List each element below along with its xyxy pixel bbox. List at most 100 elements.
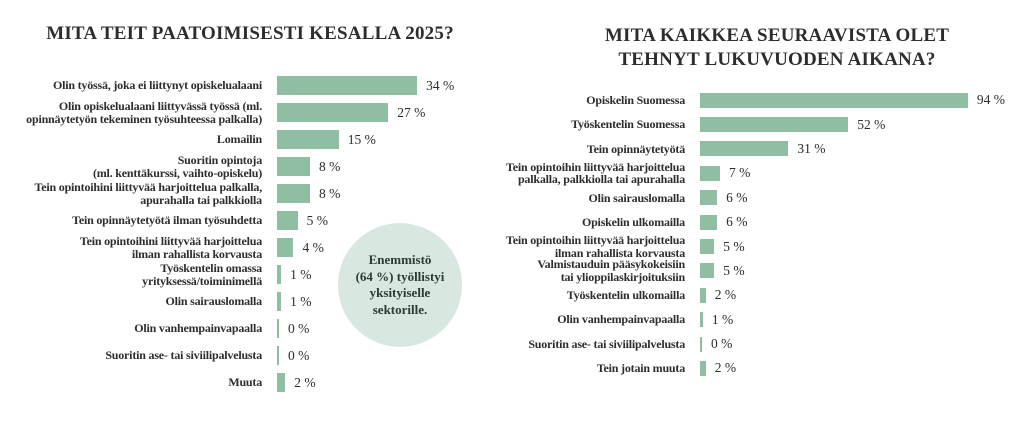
category-label-line: Olin sairauslomalla (165, 294, 262, 308)
value-label: 52 % (857, 116, 886, 132)
category-label-line: Olin vanhempainvapaalla (134, 321, 262, 335)
bar-track: 0 % (700, 336, 1024, 352)
value-label: 5 % (306, 212, 328, 228)
bar (277, 211, 298, 230)
bar-track: 5 % (700, 263, 1024, 279)
category-label-line: Olin vanhempainvapaalla (557, 312, 685, 327)
bar (277, 157, 310, 176)
category-label: Tein jotain muuta (496, 362, 700, 375)
value-label: 2 % (714, 360, 737, 376)
bar-track: 0 % (277, 319, 480, 338)
chart-row: Tein opintoihini liittyvää harjoittelua i… (0, 234, 480, 261)
value-label: 1 % (711, 311, 734, 327)
category-label: Valmistauduin pääsykokeisiin tai ylioppil… (496, 258, 700, 283)
value-label: 7 % (728, 165, 751, 181)
chart-row: Suoritin opintoja (ml. kenttäkurssi, vaih… (0, 153, 480, 180)
chart-row: Olin sairauslomalla 6 % (496, 186, 1024, 210)
chart-row: Työskentelin ulkomailla 2 % (496, 283, 1024, 307)
bar-track: 34 % (277, 76, 480, 95)
category-label: Olin vanhempainvapaalla (496, 313, 700, 326)
bar-track: 2 % (700, 360, 1024, 376)
bar (277, 184, 310, 203)
category-label-line: Valmistauduin pääsykokeisiin (537, 257, 685, 272)
category-label-line: Lomailin (216, 132, 262, 146)
bar-rows: Opiskelin Suomessa 94 % Työskentelin Suo… (496, 88, 1024, 381)
category-label-line: yrityksessä/toiminimellä (142, 273, 262, 288)
category-label-line: ilman rahallista korvausta (131, 246, 262, 261)
category-label: Olin opiskelualaani liittyvässä työssä (… (0, 98, 277, 126)
category-label: Tein opintoihini liittyvää harjoittelua i… (0, 234, 277, 261)
value-label: 94 % (976, 92, 1006, 108)
category-label: Suoritin opintoja (ml. kenttäkurssi, vaih… (0, 153, 277, 180)
bar (277, 265, 282, 284)
bar-track: 0 % (277, 346, 480, 365)
category-label: Suoritin ase- tai siviilipalvelusta (0, 349, 277, 362)
category-label-line: apurahalla tai palkkiolla (140, 192, 262, 207)
value-label: 6 % (726, 189, 748, 205)
bar-track: 6 % (700, 214, 1024, 230)
bar (277, 373, 286, 392)
value-label: 4 % (302, 239, 324, 255)
chart-row: Työskentelin omassa yrityksessä/toiminime… (0, 261, 480, 288)
category-label-line: Tein opintoihin liittyvää harjoittelua (506, 233, 685, 248)
category-label-line: ilman rahallista korvausta (554, 245, 685, 260)
category-label-line: Olin sairauslomalla (588, 190, 685, 205)
bar (700, 336, 702, 352)
bar-track: 6 % (700, 190, 1024, 206)
chart-row: Tein opinnäytetyötä 31 % (496, 137, 1024, 161)
category-label: Lomailin (0, 133, 277, 146)
chart-title: MITA TEIT PAATOIMISESTI KESALLA 2025? (0, 22, 480, 46)
bar-track: 1 % (277, 265, 480, 284)
bar-track: 8 % (277, 184, 480, 203)
category-label: Tein opinnäytetyötä (496, 143, 700, 156)
bar (700, 287, 706, 303)
bar (277, 130, 339, 149)
value-label: 2 % (714, 287, 737, 303)
bar-track: 5 % (277, 211, 480, 230)
chart-title-line: MITA TEIT PAATOIMISESTI KESALLA 2025? (46, 23, 454, 44)
bar (277, 346, 279, 365)
bar-track: 1 % (700, 312, 1024, 328)
category-label-line: Suoritin ase- tai siviilipalvelusta (105, 348, 262, 362)
bar-track: 8 % (277, 157, 480, 176)
category-label-line: Työskentelin ulkomailla (566, 288, 685, 303)
chart-row: Tein opintoihin liittyvää harjoittelua il… (496, 234, 1024, 259)
category-label-line: Olin työssä, joka ei liittynyt opiskelua… (52, 78, 262, 92)
bar (700, 141, 789, 157)
callout-circle: Enemmistö (64 %) työllistyi yksityiselle… (338, 223, 462, 347)
category-label-line: Tein jotain muuta (596, 361, 685, 376)
bar (700, 263, 715, 279)
bar-track: 4 % (277, 238, 480, 257)
bar-track: 2 % (277, 373, 480, 392)
category-label: Opiskelin Suomessa (496, 94, 700, 107)
value-label: 27 % (397, 104, 426, 120)
category-label: Työskentelin omassa yrityksessä/toiminime… (0, 261, 277, 288)
bar-track: 5 % (700, 239, 1024, 255)
category-label-line: Muuta (228, 375, 262, 389)
callout-text-line: sektorille. (372, 301, 428, 317)
bar (700, 190, 718, 206)
category-label: Olin vanhempainvapaalla (0, 322, 277, 335)
bar (700, 214, 718, 230)
chart-row: Tein opintoihin liittyvää harjoittelua pa… (496, 161, 1024, 186)
bar (277, 103, 389, 122)
chart-row: Olin vanhempainvapaalla 0 % (0, 315, 480, 342)
category-label-line: Opiskelin ulkomailla (581, 214, 685, 229)
value-label: 0 % (711, 336, 733, 352)
value-label: 34 % (426, 77, 455, 93)
chart-row: Työskentelin Suomessa 52 % (496, 112, 1024, 136)
chart-row: Opiskelin ulkomailla 6 % (496, 210, 1024, 234)
bar-track: 94 % (700, 92, 1024, 108)
category-label-line: Olin opiskelualaani liittyvässä työssä (… (58, 98, 262, 113)
bar (700, 312, 703, 328)
chart-row: Olin sairauslomalla 1 % (0, 288, 480, 315)
category-label: Opiskelin ulkomailla (496, 216, 700, 229)
category-label-line: tai ylioppilaskirjoituksiin (560, 269, 686, 284)
category-label: Tein opintoihin liittyvää harjoittelua il… (496, 234, 700, 259)
bar-track: 31 % (700, 141, 1024, 157)
value-label: 8 % (318, 158, 341, 174)
bar (277, 238, 294, 257)
callout-text-line: Enemmistö (368, 252, 432, 267)
bar (700, 165, 720, 181)
